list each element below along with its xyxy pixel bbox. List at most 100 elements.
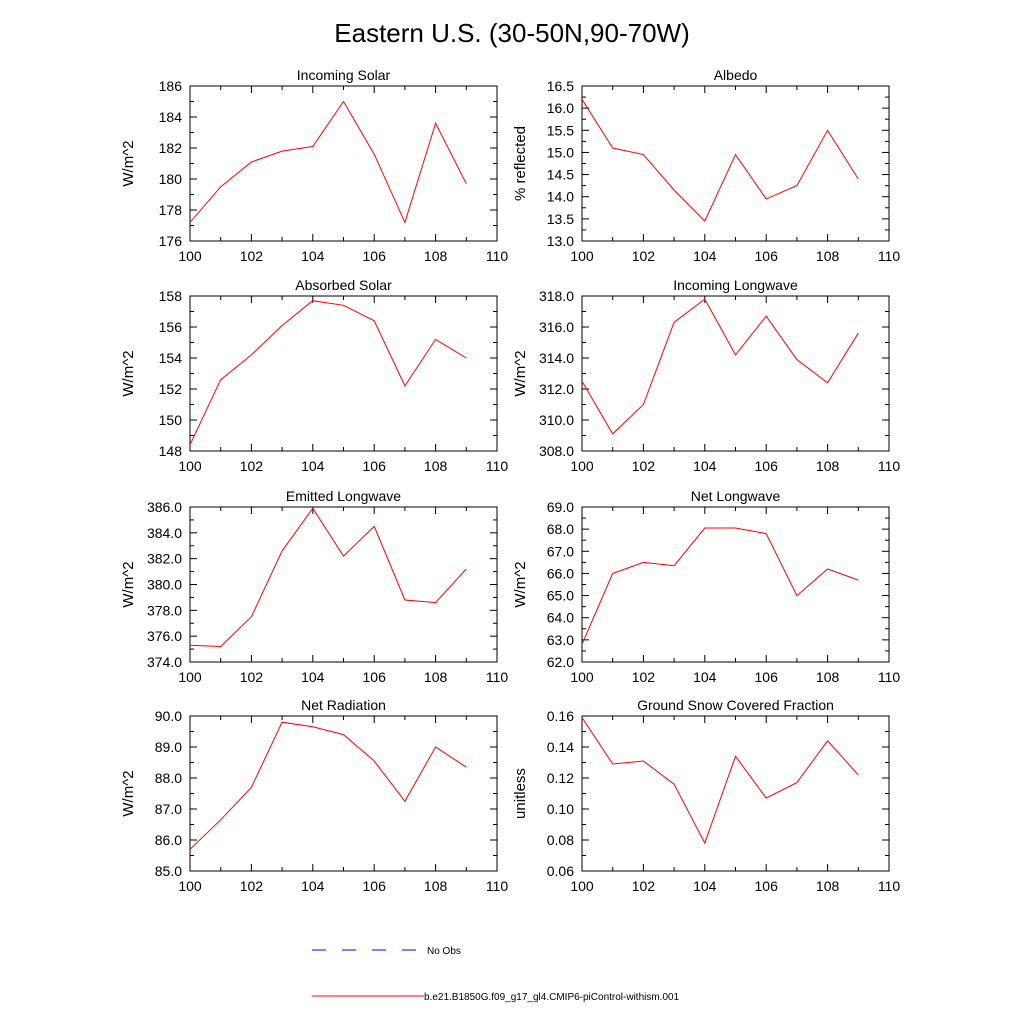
panels: Incoming Solar W/m^2 100 102 104 106 108 110 176… — [120, 67, 900, 894]
y-tick-label: 86.0 — [155, 832, 182, 848]
y-tick-label: 69.0 — [547, 499, 574, 515]
plot-frame — [581, 715, 890, 872]
y-axis-label: unitless — [512, 768, 529, 819]
y-tick-label: 308.0 — [539, 443, 574, 459]
x-tick-label: 106 — [363, 669, 387, 685]
y-axis-label: % reflected — [512, 126, 529, 201]
y-tick-label: 310.0 — [539, 412, 574, 428]
series-line — [581, 298, 859, 435]
y-tick-label: 154 — [159, 350, 183, 366]
y-tick-label: 66.0 — [547, 565, 574, 581]
chart-panel: Net Radiation W/m^2 100 102 104 106 108 110 85.0… — [120, 697, 508, 894]
y-tick-label: 89.0 — [155, 739, 182, 755]
y-axis-label: W/m^2 — [512, 561, 529, 607]
y-axis-label: W/m^2 — [120, 350, 137, 396]
x-tick-label: 102 — [240, 248, 264, 264]
plot-frame — [189, 85, 498, 242]
y-tick-label: 16.5 — [547, 78, 574, 94]
x-tick-label: 100 — [178, 669, 202, 685]
panel-title: Net Longwave — [691, 488, 781, 504]
y-tick-label: 148 — [159, 443, 183, 459]
x-tick-label: 106 — [755, 669, 779, 685]
x-tick-label: 110 — [486, 248, 509, 264]
x-tick-label: 104 — [693, 669, 717, 685]
x-tick-label: 108 — [424, 458, 448, 474]
x-tick-label: 100 — [178, 248, 202, 264]
y-tick-label: 15.0 — [547, 144, 574, 160]
x-tick-label: 102 — [240, 669, 264, 685]
x-tick-label: 104 — [301, 878, 325, 894]
y-tick-label: 0.14 — [547, 739, 574, 755]
x-tick-label: 110 — [878, 458, 901, 474]
y-tick-label: 150 — [159, 412, 183, 428]
chart-panel: Incoming Longwave W/m^2 100 102 104 106 108 110… — [512, 277, 900, 474]
y-axis-label: W/m^2 — [512, 350, 529, 396]
panel-title: Ground Snow Covered Fraction — [637, 697, 834, 713]
y-tick-label: 13.0 — [547, 233, 574, 249]
x-tick-label: 100 — [570, 669, 594, 685]
y-tick-label: 88.0 — [155, 770, 182, 786]
x-tick-label: 102 — [632, 669, 656, 685]
x-tick-label: 106 — [363, 878, 387, 894]
y-tick-label: 67.0 — [547, 543, 574, 559]
x-tick-label: 106 — [755, 248, 779, 264]
x-tick-label: 100 — [570, 458, 594, 474]
y-tick-label: 64.0 — [547, 610, 574, 626]
y-tick-label: 186 — [159, 78, 183, 94]
y-axis-label: W/m^2 — [120, 561, 137, 607]
y-tick-label: 85.0 — [155, 863, 182, 879]
panel-title: Incoming Longwave — [673, 277, 798, 293]
y-tick-label: 0.08 — [547, 832, 574, 848]
x-tick-label: 108 — [424, 878, 448, 894]
series-line — [581, 717, 859, 845]
y-tick-label: 316.0 — [539, 319, 574, 335]
x-tick-label: 100 — [178, 458, 202, 474]
y-tick-label: 0.10 — [547, 801, 574, 817]
y-tick-label: 374.0 — [147, 654, 182, 670]
x-tick-label: 104 — [301, 458, 325, 474]
x-tick-label: 110 — [878, 878, 901, 894]
y-tick-label: 16.0 — [547, 100, 574, 116]
y-tick-label: 14.0 — [547, 189, 574, 205]
x-tick-label: 104 — [693, 458, 717, 474]
y-tick-label: 382.0 — [147, 551, 182, 567]
x-tick-label: 104 — [693, 878, 717, 894]
x-tick-label: 102 — [240, 878, 264, 894]
y-tick-label: 318.0 — [539, 288, 574, 304]
y-tick-label: 158 — [159, 288, 183, 304]
plot-frame — [189, 295, 498, 452]
y-tick-label: 376.0 — [147, 628, 182, 644]
x-tick-label: 106 — [755, 458, 779, 474]
y-tick-label: 180 — [159, 171, 183, 187]
figure-title: Eastern U.S. (30-50N,90-70W) — [334, 18, 689, 48]
x-tick-label: 110 — [486, 878, 509, 894]
y-tick-label: 152 — [159, 381, 183, 397]
plot-frame — [189, 715, 498, 872]
chart-panel: Net Longwave W/m^2 100 102 104 106 108 110 62.0 6… — [512, 488, 900, 685]
x-tick-label: 104 — [301, 669, 325, 685]
chart-panel: Albedo % reflected 100 102 104 106 108 110 13.0 1… — [512, 67, 900, 264]
series-line — [189, 100, 467, 224]
y-tick-label: 384.0 — [147, 525, 182, 541]
panel-title: Net Radiation — [301, 697, 386, 713]
x-tick-label: 108 — [424, 248, 448, 264]
plot-frame — [189, 506, 498, 663]
y-tick-label: 15.5 — [547, 122, 574, 138]
plot-frame — [581, 85, 890, 242]
series-line — [581, 99, 859, 222]
x-tick-label: 110 — [486, 669, 509, 685]
chart-panel: Absorbed Solar W/m^2 100 102 104 106 108 110 148… — [120, 277, 508, 474]
series-line — [189, 300, 467, 446]
y-axis-label: W/m^2 — [120, 140, 137, 186]
y-tick-label: 90.0 — [155, 708, 182, 724]
series-line — [189, 507, 467, 648]
x-tick-label: 100 — [178, 878, 202, 894]
x-tick-label: 104 — [301, 248, 325, 264]
x-tick-label: 108 — [816, 669, 840, 685]
y-tick-label: 0.16 — [547, 708, 574, 724]
y-tick-label: 68.0 — [547, 521, 574, 537]
chart-panel: Ground Snow Covered Fraction unitless 100 1… — [512, 697, 900, 894]
y-axis-label: W/m^2 — [120, 770, 137, 816]
x-tick-label: 108 — [816, 458, 840, 474]
